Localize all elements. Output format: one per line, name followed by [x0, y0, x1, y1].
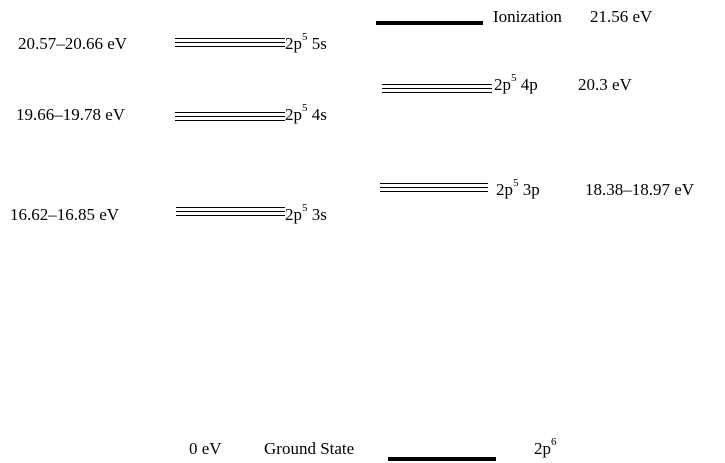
level-3p-energy: 18.38–18.97 eV: [585, 180, 695, 199]
level-4p-lines: [382, 84, 492, 93]
level-3s-lines: [176, 207, 285, 216]
ground-energy: 0 eV: [189, 439, 222, 458]
level-4s-lines: [175, 112, 285, 121]
ionization-level-bar: [376, 21, 483, 25]
ionization-label: Ionization: [493, 7, 562, 26]
level-3s-config: 2p5 3s: [285, 202, 327, 224]
level-4s-config: 2p5 4s: [285, 102, 327, 124]
level-3p-config: 2p5 3p: [496, 177, 540, 199]
level-5s-lines: [175, 38, 285, 47]
level-4s-energy: 19.66–19.78 eV: [16, 105, 126, 124]
level-4p-energy: 20.3 eV: [578, 75, 632, 94]
level-3s-energy: 16.62–16.85 eV: [10, 205, 120, 224]
level-4p-config: 2p5 4p: [494, 72, 538, 94]
ground-config: 2p6: [534, 436, 557, 458]
ground-label: Ground State: [264, 439, 355, 458]
level-5s-energy: 20.57–20.66 eV: [18, 34, 128, 53]
ground-level-bar: [388, 457, 496, 461]
ionization-energy: 21.56 eV: [590, 7, 653, 26]
level-3p-lines: [380, 183, 488, 192]
level-5s-config: 2p5 5s: [285, 31, 327, 53]
